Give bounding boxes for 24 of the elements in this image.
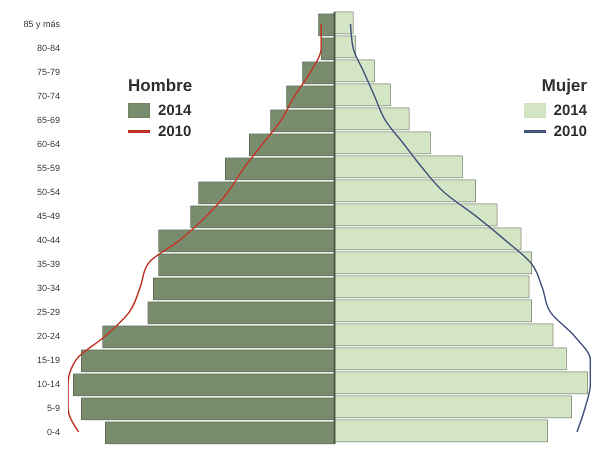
annotation: Hombre — [128, 76, 192, 96]
y-tick-label: 30-34 — [36, 283, 60, 294]
y-tick-label: 0-4 — [46, 427, 60, 438]
y-tick-label: 70-74 — [36, 91, 60, 102]
y-tick-label: 25-29 — [36, 307, 60, 318]
y-tick-label: 10-14 — [36, 379, 60, 390]
y-tick-label: 20-24 — [36, 331, 60, 342]
annotation: Mujer — [540, 76, 587, 96]
y-tick-label: 65-69 — [36, 115, 60, 126]
y-tick-label: 35-39 — [36, 259, 60, 270]
y-tick-label: 85 y más — [23, 19, 60, 30]
legend-label: 2014 — [554, 102, 587, 119]
y-tick-label: 5-9 — [46, 403, 60, 414]
y-tick-label: 50-54 — [36, 187, 60, 198]
y-tick-label: 40-44 — [36, 235, 60, 246]
y-tick-label: 45-49 — [36, 211, 60, 222]
y-tick-label: 75-79 — [36, 67, 60, 78]
legend-label: 2014 — [158, 102, 192, 119]
y-tick-label: 60-64 — [36, 139, 60, 150]
y-tick-label: 80-84 — [36, 43, 60, 54]
y-tick-label: 55-59 — [36, 163, 60, 174]
y-tick-label: 15-19 — [36, 355, 60, 366]
legend-label: 2010 — [554, 123, 587, 140]
legend-label: 2010 — [158, 123, 192, 140]
